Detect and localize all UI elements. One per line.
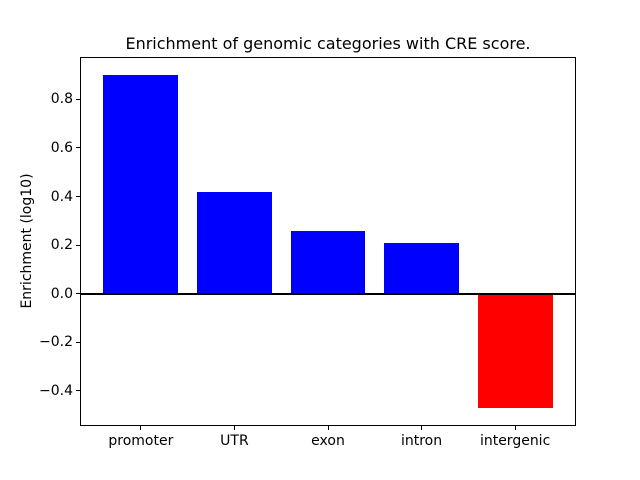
y-tick-label: 0.6 [50,139,73,156]
x-tick-mark [140,426,142,430]
bar-intergenic [477,293,553,408]
y-tick-mark [76,196,80,198]
x-tick-label-intergenic: intergenic [479,433,551,449]
bar-intron [384,242,459,294]
zero-line [81,292,575,295]
y-tick-mark [76,147,80,149]
y-tick-label: 0.4 [50,188,73,205]
x-tick-mark [233,426,235,430]
x-tick-mark [327,426,329,430]
x-tick-label-exon: exon [311,433,345,449]
y-tick-mark [76,341,80,343]
y-tick-label: 0.8 [50,91,73,108]
y-tick-label: 0.2 [50,237,73,254]
x-tick-mark [421,426,423,430]
y-tick-label: −0.4 [39,382,73,399]
y-tick-mark [76,390,80,392]
bar-UTR [197,191,272,294]
bar-promoter [103,75,179,294]
x-tick-label-intron: intron [400,433,443,449]
x-tick-mark [514,426,516,430]
y-tick-mark [76,98,80,100]
bar-exon [290,230,366,294]
y-tick-label: 0.0 [50,285,73,302]
chart-title: Enrichment of genomic categories with CR… [125,34,531,53]
y-tick-mark [76,293,80,295]
plot-area [80,57,576,426]
x-tick-label-promoter: promoter [108,433,174,449]
x-tick-label-UTR: UTR [220,433,249,449]
y-tick-label: −0.2 [39,334,73,351]
y-tick-mark [76,244,80,246]
